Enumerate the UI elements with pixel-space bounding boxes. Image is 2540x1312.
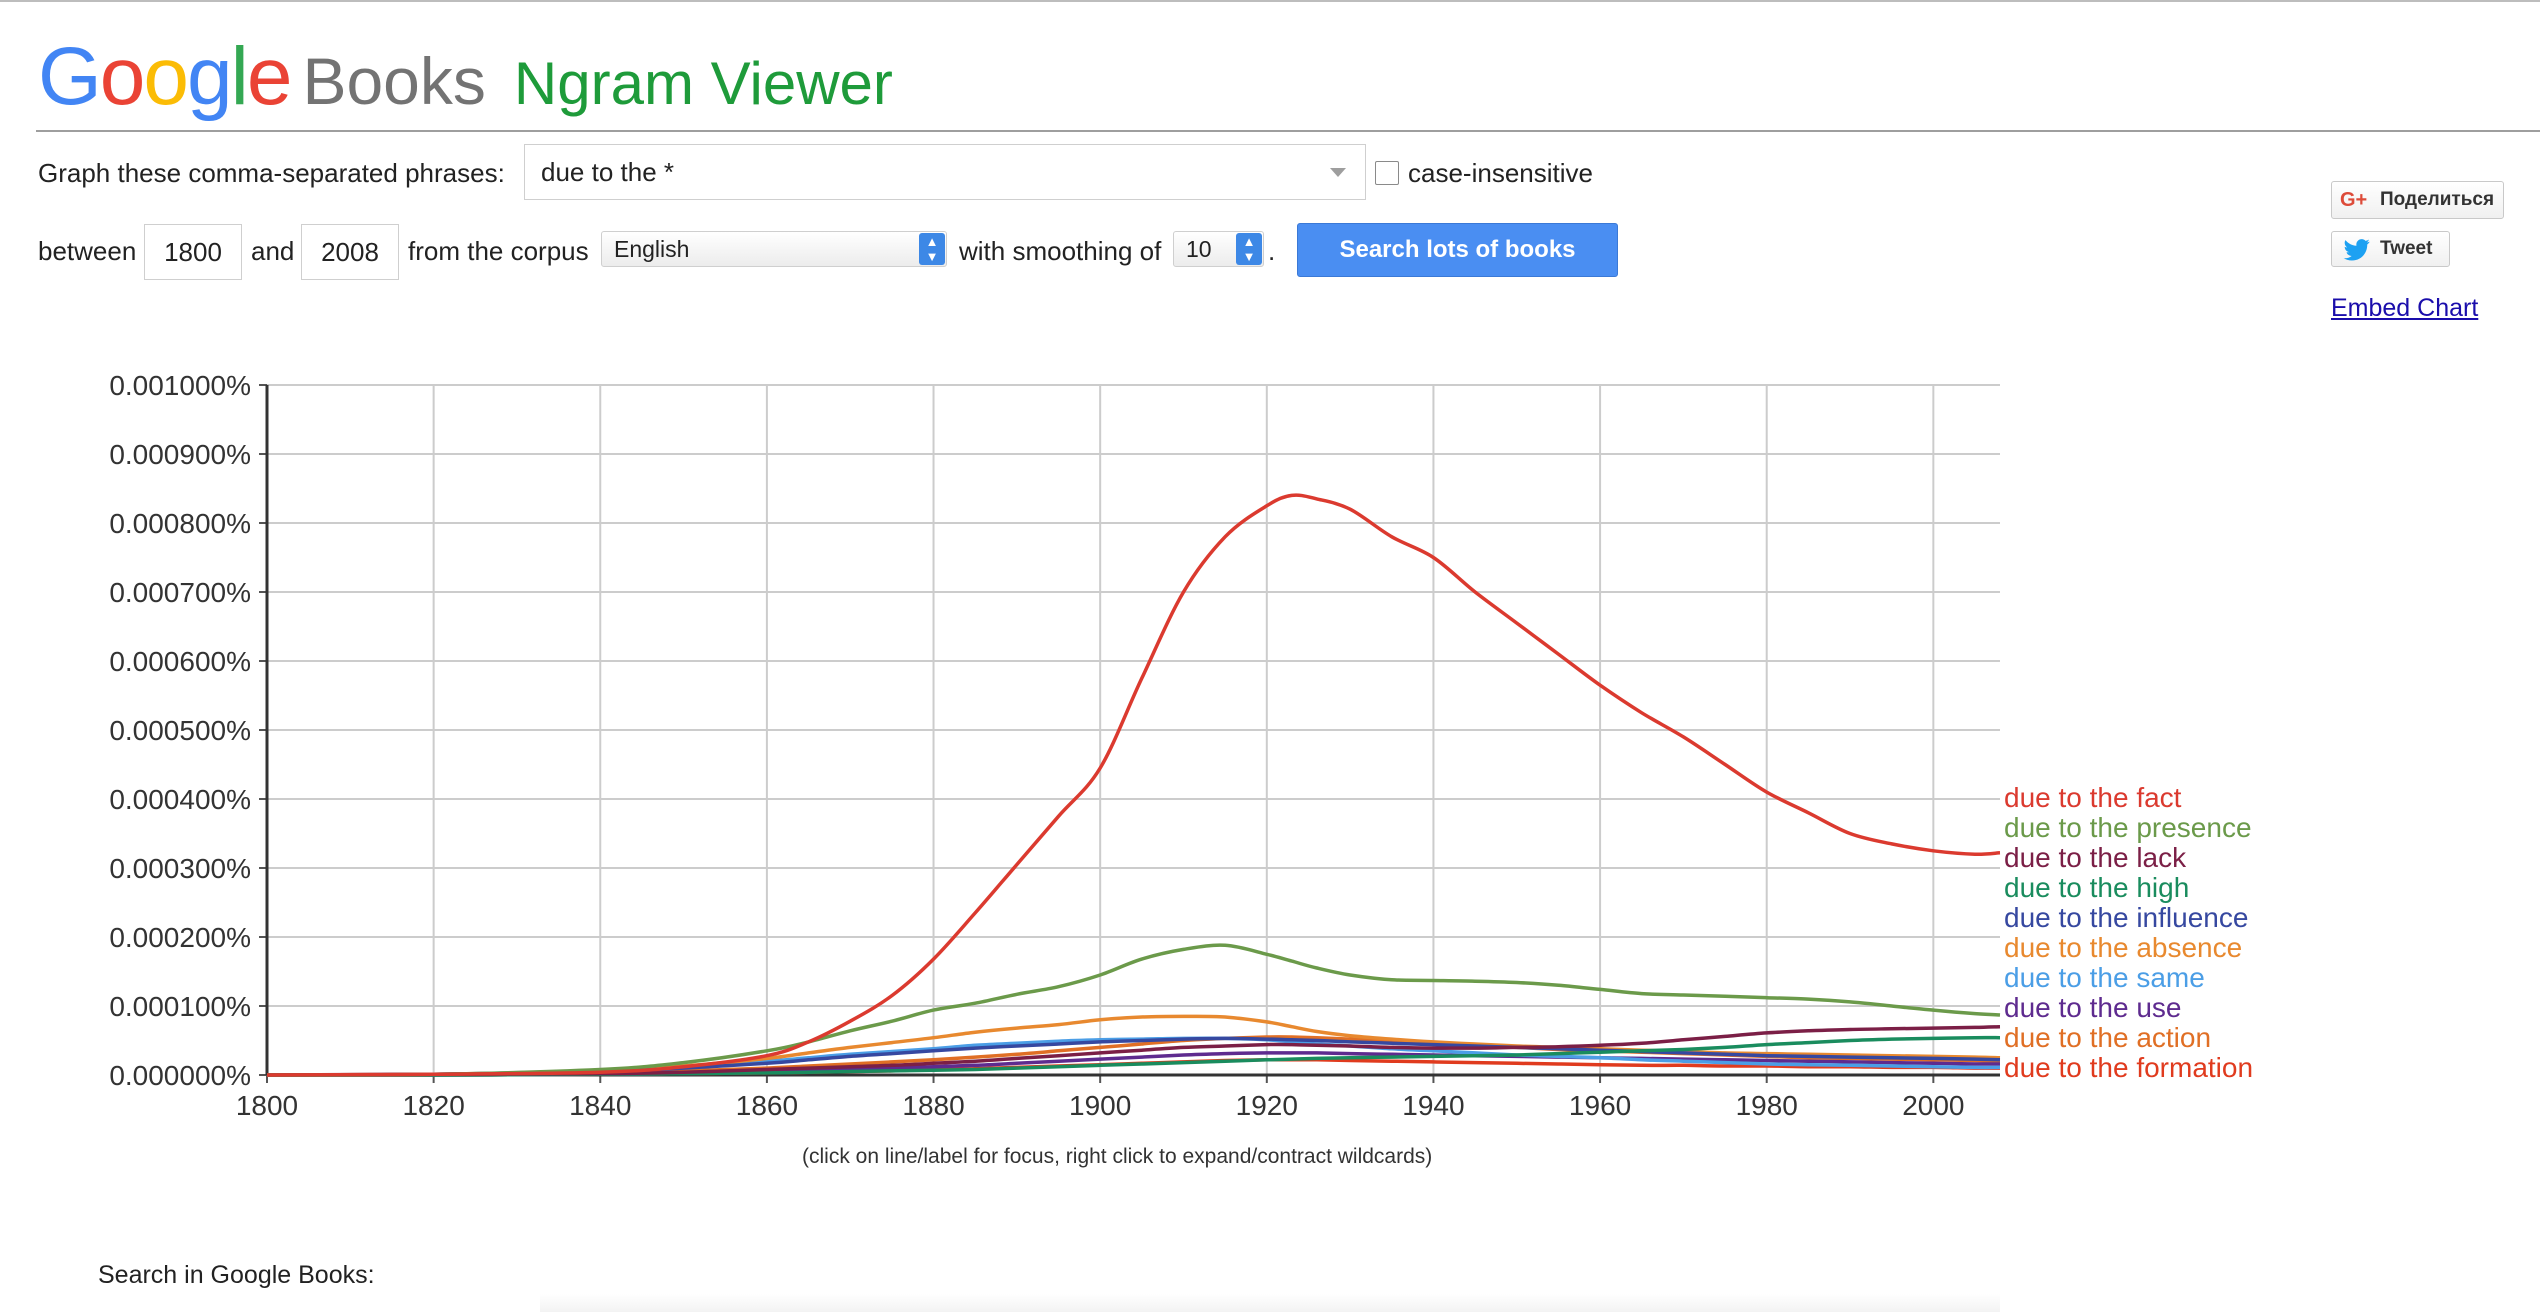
x-tick-label: 1960 xyxy=(1569,1090,1631,1121)
legend-label[interactable]: due to the absence xyxy=(2004,932,2242,963)
google-letter: g xyxy=(187,31,233,122)
google-letter: e xyxy=(246,31,293,122)
x-tick-label: 1840 xyxy=(569,1090,631,1121)
phrases-label: Graph these comma-separated phrases: xyxy=(38,158,505,188)
series-line-due-to-the-influence xyxy=(266,1036,2001,1077)
chart-hint: (click on line/label for focus, right cl… xyxy=(802,1145,1433,1168)
share-label: Поделиться xyxy=(2380,189,2495,210)
legend-label[interactable]: due to the formation xyxy=(2004,1052,2253,1083)
y-tick-label: 0.000400% xyxy=(109,784,251,815)
select-arrows-icon: ▲ ▼ xyxy=(1236,233,1262,265)
x-tick-label: 1920 xyxy=(1236,1090,1298,1121)
x-tick-label: 2000 xyxy=(1902,1090,1964,1121)
between-label: between xyxy=(38,236,137,266)
series-line-due-to-the-absence xyxy=(266,1014,2001,1077)
legend-label[interactable]: due to the same xyxy=(2004,962,2205,993)
series-line-due-to-the-fact xyxy=(266,493,2001,1077)
x-tick-label: 1980 xyxy=(1736,1090,1798,1121)
legend-label[interactable]: due to the use xyxy=(2004,992,2181,1023)
embed-chart-link[interactable]: Embed Chart xyxy=(2331,294,2479,322)
phrases-input[interactable]: due to the * xyxy=(524,144,1366,200)
ngram-chart: 0.000000% 0.000100% 0.000200% 0.000300% 0.00… xyxy=(109,370,2253,1121)
legend-label[interactable]: due to the action xyxy=(2004,1022,2211,1053)
y-tick-label: 0.000200% xyxy=(109,922,251,953)
smoothing-label: with smoothing of xyxy=(959,236,1162,266)
legend-label[interactable]: due to the presence xyxy=(2004,812,2252,843)
twitter-bird-icon xyxy=(2343,239,2370,261)
legend-label[interactable]: due to the fact xyxy=(2004,782,2182,813)
x-tick-label: 1860 xyxy=(736,1090,798,1121)
google-plus-icon: G+ xyxy=(2340,189,2368,211)
corpus-value: English xyxy=(614,236,690,262)
x-tick-label: 1880 xyxy=(902,1090,964,1121)
y-tick-label: 0.000500% xyxy=(109,715,251,746)
legend-label[interactable]: due to the high xyxy=(2004,872,2189,903)
x-tick-label: 1800 xyxy=(236,1090,298,1121)
tweet-button[interactable]: Tweet xyxy=(2331,231,2450,267)
y-tick-label: 0.000000% xyxy=(109,1060,251,1091)
books-wordmark: Books xyxy=(302,44,486,118)
google-letter: l xyxy=(230,31,249,122)
and-label: and xyxy=(251,236,295,266)
header-divider xyxy=(36,130,2540,132)
smoothing-period: . xyxy=(1268,236,1276,266)
y-tick-label: 0.000800% xyxy=(109,508,251,539)
y-tick-label: 0.000300% xyxy=(109,853,251,884)
end-year-input[interactable]: 2008 xyxy=(301,224,399,280)
x-tick-label: 1940 xyxy=(1402,1090,1464,1121)
results-area xyxy=(540,1294,2000,1312)
case-insensitive-label[interactable]: case-insensitive xyxy=(1408,158,1593,188)
y-tick-label: 0.000100% xyxy=(109,991,251,1022)
smoothing-select[interactable]: 10 ▲ ▼ xyxy=(1173,231,1264,267)
google-books-logo[interactable]: Google Books Ngram Viewer xyxy=(38,30,893,130)
smoothing-value: 10 xyxy=(1186,236,1212,262)
y-tick-label: 0.000700% xyxy=(109,577,251,608)
google-letter: o xyxy=(143,31,189,122)
start-year-input[interactable]: 1800 xyxy=(144,224,242,280)
series-line-due-to-the-lack xyxy=(266,1024,2001,1077)
search-button[interactable]: Search lots of books xyxy=(1297,223,1618,277)
google-wordmark: Google xyxy=(38,30,293,124)
top-border xyxy=(0,0,2540,2)
legend-label[interactable]: due to the lack xyxy=(2004,842,2187,873)
corpus-label: from the corpus xyxy=(408,236,589,266)
share-button[interactable]: G+ Поделиться xyxy=(2331,181,2504,219)
phrase-dropdown-icon[interactable] xyxy=(1330,168,1346,177)
tweet-label: Tweet xyxy=(2380,238,2433,259)
series-line-due-to-the-high xyxy=(266,1035,2001,1077)
case-insensitive-checkbox[interactable] xyxy=(1375,161,1399,185)
x-tick-label: 1820 xyxy=(402,1090,464,1121)
google-letter: o xyxy=(99,31,146,122)
google-letter: G xyxy=(38,31,102,122)
x-tick-label: 1900 xyxy=(1069,1090,1131,1121)
y-tick-label: 0.001000% xyxy=(109,370,251,401)
y-tick-label: 0.000900% xyxy=(109,439,251,470)
ngram-viewer-title: Ngram Viewer xyxy=(513,50,893,117)
select-arrows-icon: ▲ ▼ xyxy=(919,233,945,265)
y-tick-label: 0.000600% xyxy=(109,646,251,677)
search-in-books-label: Search in Google Books: xyxy=(98,1261,375,1289)
series-line-due-to-the-same xyxy=(266,1036,2001,1077)
legend-label[interactable]: due to the influence xyxy=(2004,902,2248,933)
corpus-select[interactable]: English ▲ ▼ xyxy=(601,231,947,267)
